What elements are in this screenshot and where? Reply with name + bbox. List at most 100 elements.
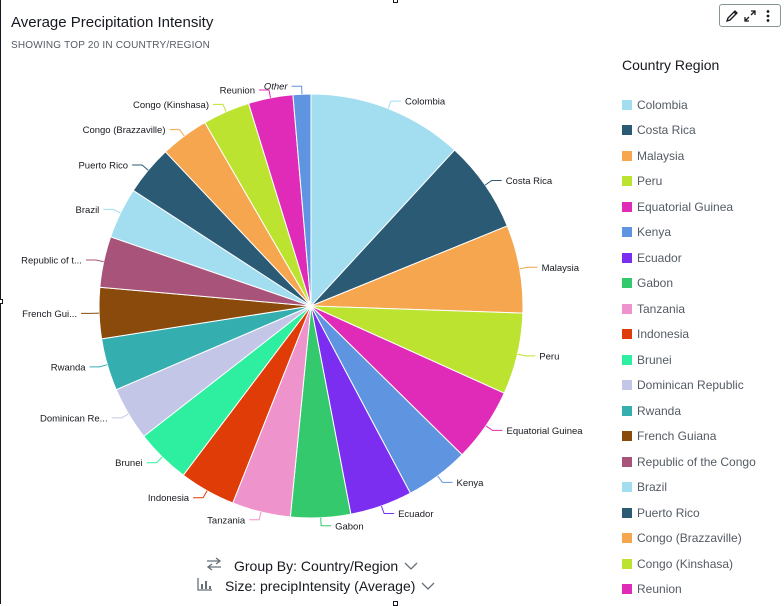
leader-line-brunei: [147, 457, 163, 463]
legend-label: Malaysia: [637, 149, 684, 163]
leader-line-rwanda: [90, 365, 108, 367]
legend-label: Congo (Kinshasa): [637, 557, 733, 571]
slice-label-kenya: Kenya: [457, 478, 485, 489]
legend-label: Brunei: [637, 353, 672, 367]
legend-item-congo-brazzaville[interactable]: Congo (Brazzaville): [622, 526, 756, 552]
legend: Colombia Costa Rica Malaysia Peru Equatorial…: [622, 92, 756, 602]
legend-item-equatorial-guinea[interactable]: Equatorial Guinea: [622, 194, 756, 220]
legend-swatch: [622, 329, 632, 339]
slice-label-gabon: Gabon: [335, 521, 364, 532]
legend-label: Peru: [637, 174, 662, 188]
legend-swatch: [622, 380, 632, 390]
slice-label-malaysia: Malaysia: [542, 263, 580, 274]
legend-item-dominican-republic[interactable]: Dominican Republic: [622, 373, 756, 399]
leader-line-congo-brazzaville: [170, 130, 185, 136]
chevron-down-icon: [421, 578, 435, 594]
legend-swatch: [622, 559, 632, 569]
legend-swatch: [622, 508, 632, 518]
visual-title: Average Precipitation Intensity: [11, 14, 213, 31]
more-vertical-icon[interactable]: [760, 8, 776, 24]
legend-swatch: [622, 100, 632, 110]
slice-label-reunion: Reunion: [220, 86, 255, 97]
group-by-control[interactable]: Group By: Country/Region: [206, 557, 418, 574]
legend-item-tanzania[interactable]: Tanzania: [622, 296, 756, 322]
legend-item-congo-kinshasa[interactable]: Congo (Kinshasa): [622, 551, 756, 577]
slice-label-ecuador: Ecuador: [398, 509, 433, 520]
slice-label-brunei: Brunei: [115, 458, 142, 469]
legend-swatch: [622, 533, 632, 543]
resize-handle-top[interactable]: [393, 0, 398, 3]
legend-swatch: [622, 278, 632, 288]
leader-line-tanzania: [249, 512, 261, 520]
leader-line-costa-rica: [485, 181, 502, 186]
slice-label-peru: Peru: [539, 351, 559, 362]
legend-item-french-guiana[interactable]: French Guiana: [622, 424, 756, 450]
legend-item-ecuador[interactable]: Ecuador: [622, 245, 756, 271]
legend-label: Reunion: [637, 582, 682, 596]
legend-swatch: [622, 355, 632, 365]
bar-chart-icon: [197, 577, 213, 594]
slice-label-french-guiana: French Gui...: [22, 309, 77, 320]
legend-label: Equatorial Guinea: [637, 200, 733, 214]
leader-line-peru: [518, 354, 536, 356]
legend-swatch: [622, 431, 632, 441]
group-by-label: Group By: Country/Region: [234, 558, 398, 574]
leader-line-gabon: [321, 518, 331, 526]
leader-line-other: [292, 86, 302, 94]
legend-label: French Guiana: [637, 429, 716, 443]
legend-label: Ecuador: [637, 251, 682, 265]
leader-line-indonesia: [193, 491, 207, 498]
legend-label: Indonesia: [637, 327, 689, 341]
legend-item-colombia[interactable]: Colombia: [622, 92, 756, 118]
leader-line-colombia: [388, 101, 401, 108]
visual-subtitle: SHOWING TOP 20 IN COUNTRY/REGION: [11, 40, 210, 51]
legend-swatch: [622, 125, 632, 135]
legend-swatch: [622, 482, 632, 492]
slice-label-dominican-republic: Dominican Re...: [40, 413, 108, 424]
legend-item-brunei[interactable]: Brunei: [622, 347, 756, 373]
legend-label: Colombia: [637, 98, 688, 112]
slice-label-republic-of-the-congo: Republic of t...: [21, 256, 82, 267]
slice-label-equatorial-guinea: Equatorial Guinea: [507, 426, 584, 437]
legend-item-gabon[interactable]: Gabon: [622, 271, 756, 297]
legend-label: Costa Rica: [637, 123, 696, 137]
legend-item-kenya[interactable]: Kenya: [622, 220, 756, 246]
legend-swatch: [622, 584, 632, 594]
slice-label-brazil: Brazil: [76, 205, 100, 216]
slice-label-colombia: Colombia: [405, 97, 446, 108]
expand-icon[interactable]: [742, 8, 758, 24]
legend-item-malaysia[interactable]: Malaysia: [622, 143, 756, 169]
legend-label: Rwanda: [637, 404, 681, 418]
size-control[interactable]: Size: precipIntensity (Average): [197, 577, 435, 594]
legend-label: Dominican Republic: [637, 378, 744, 392]
legend-swatch: [622, 227, 632, 237]
legend-item-puerto-rico[interactable]: Puerto Rico: [622, 500, 756, 526]
legend-item-reunion[interactable]: Reunion: [622, 577, 756, 603]
slice-label-other: Other: [264, 82, 289, 93]
legend-item-rwanda[interactable]: Rwanda: [622, 398, 756, 424]
slice-label-indonesia: Indonesia: [148, 493, 190, 504]
legend-item-republic-of-the-congo[interactable]: Republic of the Congo: [622, 449, 756, 475]
size-label: Size: precipIntensity (Average): [225, 578, 415, 594]
swap-arrows-icon: [206, 557, 222, 574]
legend-swatch: [622, 457, 632, 467]
slice-label-tanzania: Tanzania: [207, 515, 246, 526]
slice-label-costa-rica: Costa Rica: [506, 176, 553, 187]
legend-swatch: [622, 304, 632, 314]
slice-label-puerto-rico: Puerto Rico: [78, 161, 128, 172]
leader-line-puerto-rico: [132, 165, 148, 170]
legend-label: Republic of the Congo: [637, 455, 756, 469]
slice-label-congo-kinshasa: Congo (Kinshasa): [133, 100, 209, 111]
legend-label: Gabon: [637, 276, 673, 290]
leader-line-ecuador: [381, 506, 394, 514]
legend-item-peru[interactable]: Peru: [622, 169, 756, 195]
leader-line-equatorial-guinea: [486, 426, 503, 431]
legend-swatch: [622, 176, 632, 186]
legend-swatch: [622, 253, 632, 263]
legend-item-indonesia[interactable]: Indonesia: [622, 322, 756, 348]
pencil-icon[interactable]: [724, 8, 740, 24]
leader-line-republic-of-the-congo: [86, 260, 104, 262]
legend-item-brazil[interactable]: Brazil: [622, 475, 756, 501]
legend-item-costa-rica[interactable]: Costa Rica: [622, 118, 756, 144]
leader-line-brazil: [103, 209, 120, 213]
